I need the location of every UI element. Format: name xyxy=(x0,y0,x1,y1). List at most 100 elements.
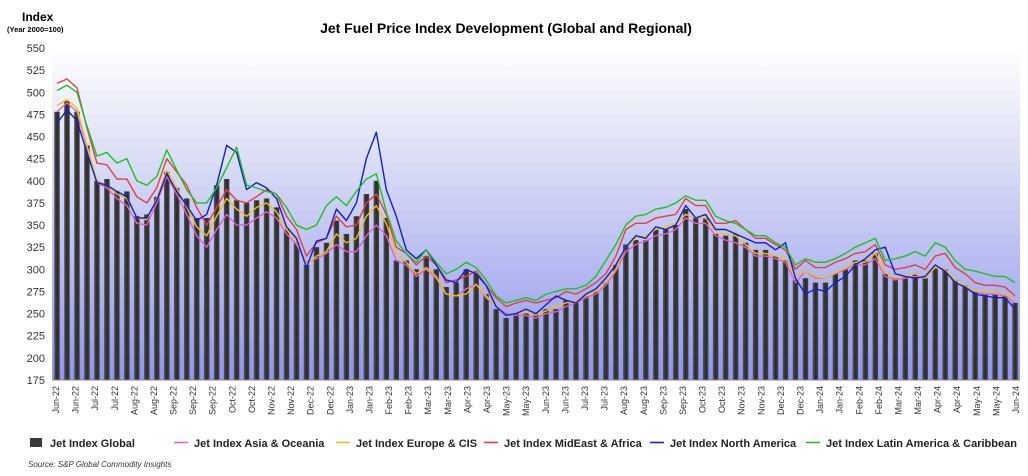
bar-jet-index-global xyxy=(393,260,400,380)
x-tick-label: Mar-23 xyxy=(423,386,433,415)
bar-jet-index-global xyxy=(323,242,330,380)
bar-jet-index-global xyxy=(283,229,290,380)
x-tick-label: May-24 xyxy=(991,386,1001,416)
bar-jet-index-global xyxy=(662,229,669,380)
x-tick-label: Jan-24 xyxy=(835,386,845,414)
bar-jet-index-global xyxy=(383,217,390,380)
bar-jet-index-global xyxy=(613,264,619,380)
x-tick-label: Oct-22 xyxy=(227,386,237,413)
bar-jet-index-global xyxy=(842,269,849,380)
y-tick-label: 550 xyxy=(27,43,45,55)
x-axis: Jun-22 Jun-22 Jul-22 Jul-22 Aug-22 Aug-22 Sep-… xyxy=(51,386,1021,416)
line-jet-index-latin-america-and-caribbean xyxy=(56,84,1016,304)
bar-jet-index-global xyxy=(493,309,499,380)
legend: Jet Index Global Jet Index Asia & Oceania… xyxy=(30,438,1017,450)
y-axis-sublabel: (Year 2000=100) xyxy=(7,25,64,34)
bar-jet-index-global xyxy=(932,267,938,380)
x-tick-label: Mar-24 xyxy=(893,386,903,415)
bar-jet-index-global xyxy=(243,202,250,380)
bar-jet-index-global xyxy=(343,233,350,380)
x-tick-label: Jan-24 xyxy=(815,386,825,414)
bar-jet-index-global xyxy=(503,318,509,380)
bar-jet-index-global xyxy=(812,282,819,380)
bar-jet-index-global xyxy=(533,313,539,380)
line-jet-index-mideast-and-africa xyxy=(56,78,1016,308)
x-tick-label: Apr-23 xyxy=(462,386,472,413)
bar-jet-index-global xyxy=(64,101,70,381)
y-tick-label: 400 xyxy=(27,176,45,188)
y-tick-label: 375 xyxy=(27,198,45,210)
x-tick-label: May-23 xyxy=(521,386,531,416)
x-tick-label: Dec-23 xyxy=(776,386,786,415)
y-tick-label: 500 xyxy=(27,87,45,99)
x-tick-label: Nov-23 xyxy=(756,386,766,415)
bar-jet-index-global xyxy=(413,269,419,380)
x-tick-label: Feb-24 xyxy=(874,386,884,415)
bar-jet-index-global xyxy=(672,225,679,380)
x-tick-label: Aug-22 xyxy=(129,386,139,415)
bar-jet-index-global xyxy=(134,216,140,380)
x-tick-label: Jun-22 xyxy=(71,386,81,414)
source-note: Source: S&P Global Commodity Insights xyxy=(28,460,171,469)
bar-jet-index-global xyxy=(772,256,779,380)
bar-jet-index-global xyxy=(333,220,340,380)
bar-jet-index-global xyxy=(952,279,958,380)
bar-jet-index-global xyxy=(543,309,549,380)
line-jet-index-north-america xyxy=(56,109,1016,317)
bar-jet-index-global xyxy=(154,196,160,380)
x-tick-label: Mar-24 xyxy=(913,386,923,415)
bar-jet-index-global xyxy=(882,273,889,380)
bar-jet-index-global xyxy=(553,309,559,380)
x-tick-label: Nov-22 xyxy=(267,386,277,415)
bar-jet-index-global xyxy=(593,291,599,380)
bar-jet-index-global xyxy=(942,269,948,380)
bar-jet-index-global xyxy=(263,198,270,380)
x-tick-label: Sep-23 xyxy=(678,386,688,415)
legend-label-jet-index-mideast-and-africa: Jet Index MidEast & Africa xyxy=(504,438,643,450)
bar-jet-index-global xyxy=(223,179,230,380)
bar-jet-index-global xyxy=(563,300,569,380)
x-tick-label: Jul-22 xyxy=(110,386,120,411)
bar-jet-index-global xyxy=(862,260,869,380)
bar-jet-index-global xyxy=(293,242,300,380)
bar-jet-index-global xyxy=(902,276,908,380)
x-tick-label: Jul-22 xyxy=(90,386,100,411)
bar-jet-index-global xyxy=(203,217,210,380)
bar-jet-index-global xyxy=(573,302,579,380)
bar-jet-index-global xyxy=(702,217,709,380)
bar-jet-index-global xyxy=(213,185,220,380)
x-tick-label: Sep-22 xyxy=(188,386,198,415)
bar-jet-index-global xyxy=(762,249,769,380)
bar-jet-index-global xyxy=(712,233,719,380)
bar-jet-index-global xyxy=(183,198,190,380)
x-tick-label: Jan-23 xyxy=(345,386,355,414)
bar-jet-index-global xyxy=(922,278,928,380)
bar-jet-index-global xyxy=(174,187,180,380)
bar-jet-index-global xyxy=(54,111,60,381)
x-tick-label: Aug-23 xyxy=(619,386,629,415)
y-tick-label: 225 xyxy=(27,331,45,343)
x-tick-label: Feb-23 xyxy=(384,386,394,415)
legend-label-jet-index-europe-and-cis: Jet Index Europe & CIS xyxy=(356,438,477,450)
y-tick-label: 300 xyxy=(27,264,45,276)
bar-jet-index-global xyxy=(523,313,529,380)
bar-jet-index-global xyxy=(373,180,380,380)
x-tick-label: Dec-22 xyxy=(325,386,335,415)
bar-jet-index-global xyxy=(752,249,759,380)
bar-jet-index-global xyxy=(852,260,859,380)
x-tick-label: Sep-22 xyxy=(208,386,218,415)
bar-jet-index-global xyxy=(832,273,839,380)
x-tick-label: Sep-22 xyxy=(169,386,179,415)
bar-jet-index-global xyxy=(433,269,439,380)
bar-jet-index-global xyxy=(233,200,240,380)
x-tick-label: Apr-23 xyxy=(482,386,492,413)
y-tick-label: 175 xyxy=(27,375,45,387)
x-tick-label: Apr-24 xyxy=(952,386,962,413)
x-tick-label: May-23 xyxy=(502,386,512,416)
bar-jet-index-global xyxy=(353,216,360,380)
bar-jet-index-global xyxy=(802,278,809,380)
bar-jet-index-global xyxy=(403,260,410,380)
bar-jet-index-global xyxy=(363,194,370,380)
